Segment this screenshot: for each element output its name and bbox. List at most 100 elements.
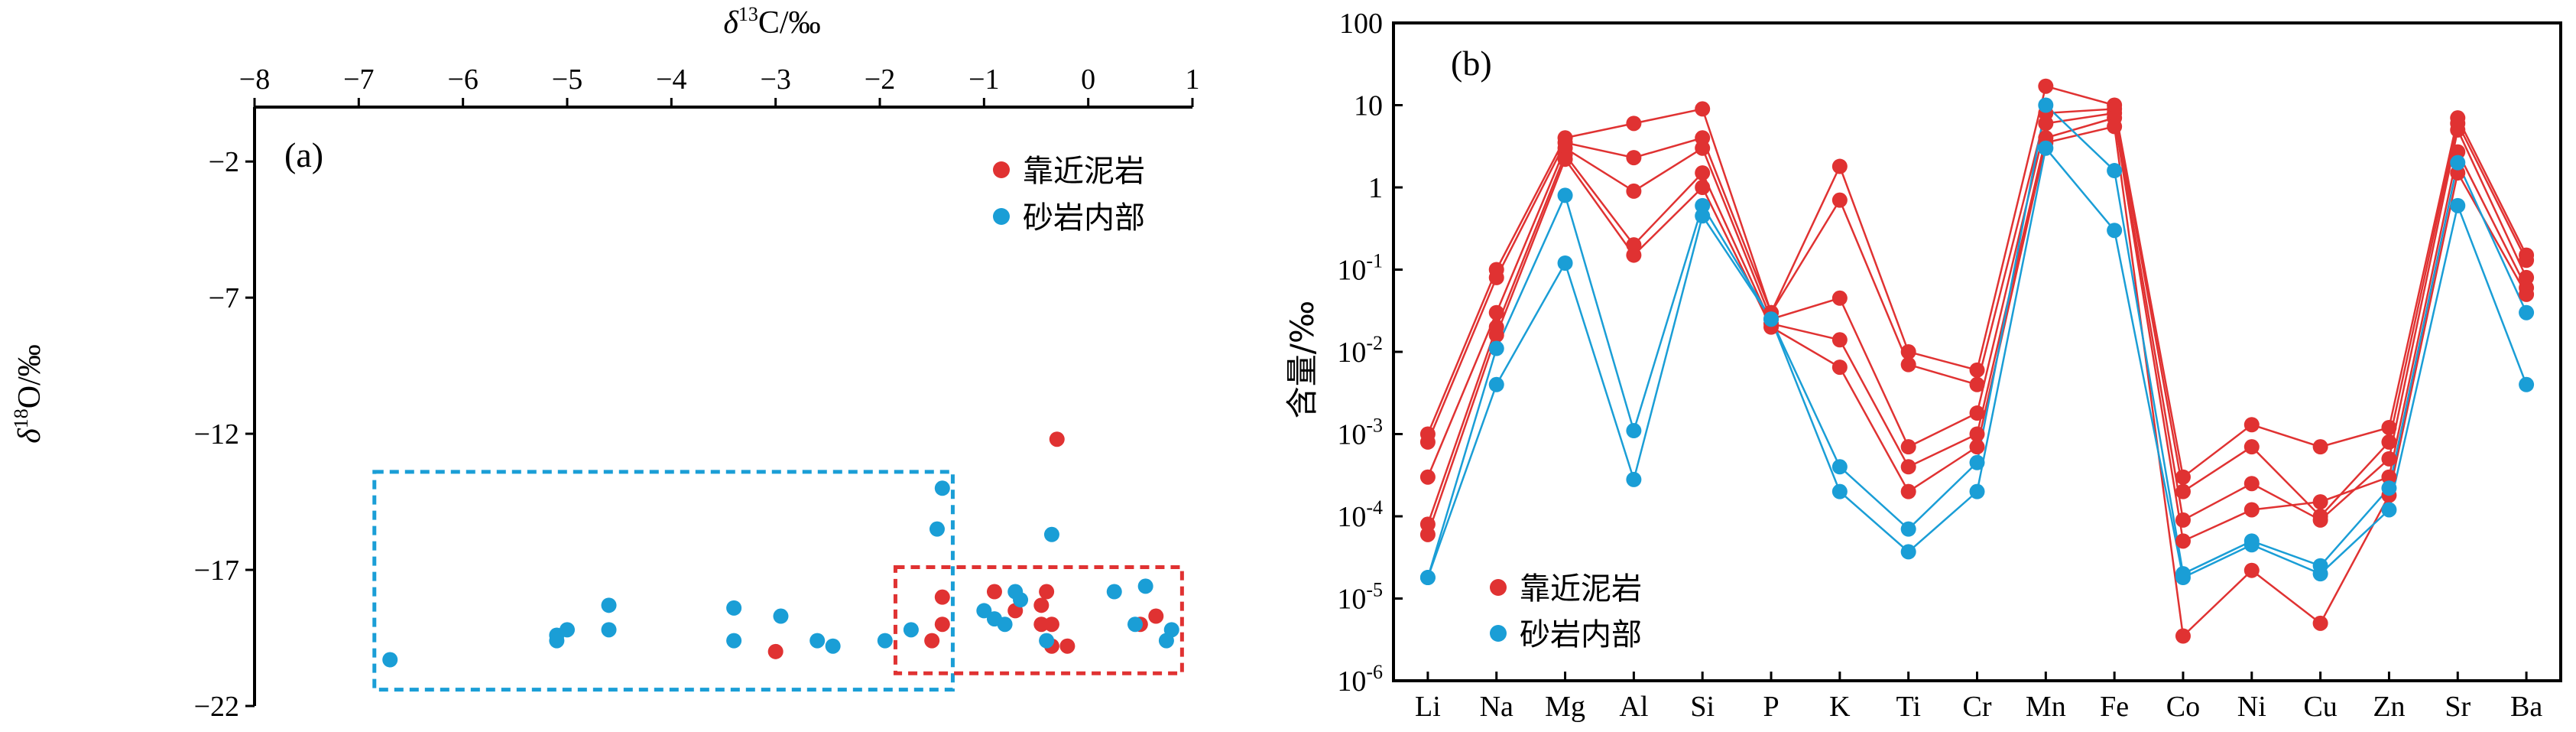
scatter-point [601,597,617,613]
scatter-point [1033,597,1050,613]
series-point [1488,340,1504,356]
x-tick-label: Ba [2510,691,2542,723]
x-tick-label: Co [2166,691,2200,723]
panel-a-label: (a) [284,135,323,174]
series-point [1419,526,1436,542]
series-point [2312,494,2328,510]
series-point [1488,269,1504,285]
x-tick-label: 1 [1186,63,1200,96]
o18-sup: 18 [10,408,32,428]
scatter-point [382,652,398,668]
series-point [1900,356,1916,373]
scatter-point [1137,578,1153,594]
series-point [1831,483,1848,499]
scatter-point [903,622,919,638]
y-tick-label: 10-1 [1337,250,1383,287]
scatter-point [986,584,1002,600]
series-point [1900,459,1916,475]
y-tick-label: −2 [209,146,239,178]
series-point [1969,426,1985,442]
series-point [2243,562,2260,578]
x-tick-label: Sr [2445,691,2471,723]
x-tick-label: −3 [760,63,790,96]
legend-near-mudstone: 靠近泥岩 [1520,571,1642,607]
x-tick-label: Li [1415,691,1441,723]
delta-symbol: δ [12,428,47,444]
scatter-point [773,608,789,624]
series-point [2450,197,2466,213]
highlight-boxes [372,470,1184,692]
x-tick-label: 0 [1081,63,1095,96]
scatter-point [1059,638,1075,654]
series-point [1831,290,1848,306]
y-tick-label: 10-2 [1337,332,1383,369]
series-point [1557,187,1573,203]
series-point [1969,483,1985,499]
series-line [1426,116,2528,543]
y-tick-label: 1 [1368,172,1383,204]
scatter-point [1043,526,1059,542]
series-point [1969,376,1985,392]
series-point [2175,512,2191,528]
panel-a: −8 −6 −5 −4 −3 −2 −1 0 1−7−2−7−12−17−22 (a) δ13C… [10,3,1200,723]
panel-a-legend: 靠近泥岩 砂岩内部 [993,154,1145,236]
series-point [1831,332,1848,348]
scatter-point [767,643,784,659]
series-point [2381,451,2397,467]
series-point [2107,119,2123,135]
scatter-point [1013,592,1029,608]
x-tick-label: Mn [2026,691,2066,723]
panel-a-points [382,431,1179,668]
o-symbol: O/‰ [12,344,47,408]
series-point [2038,78,2054,94]
series-point [2038,140,2054,156]
y-tick-label: −17 [194,555,239,587]
series-line [1426,103,2528,578]
series-point [1900,544,1916,560]
y-tick-label: 10-4 [1337,496,1383,533]
mudstone-region-box [893,564,1184,675]
series-point [2038,115,2054,132]
scatter-point [934,617,950,633]
panel-a-ylabel: δ18O/‰ [10,344,47,444]
delta-symbol: δ [723,5,739,41]
x-tick-label: Cr [1963,691,1992,723]
series-point [2381,469,2397,485]
series-point [1626,423,1642,439]
y-tick-label: −22 [194,691,239,723]
panel-b-lines [1419,78,2535,644]
y-tick-label: 10-6 [1337,661,1383,698]
scatter-point [934,589,950,605]
c-symbol: C/‰ [758,5,821,41]
x-tick-label: −5 [552,63,582,96]
scatter-point [1106,584,1122,600]
series-point [1626,247,1642,263]
series-point [2038,97,2054,113]
y-tick-label: 100 [1339,8,1383,40]
series-point [2312,439,2328,455]
x-tick-label: −6 [447,63,478,96]
series-point [2312,566,2328,582]
x-tick-label: Mg [1545,691,1585,723]
series-point [1626,150,1642,166]
series-point [2107,163,2123,179]
scatter-point [1158,633,1174,649]
x-tick-label: Si [1690,691,1715,723]
x-tick-label: Ni [2237,691,2266,723]
series-point [2450,144,2466,160]
scatter-point [825,638,841,654]
scatter-point [934,480,950,496]
scatter-point [1039,633,1055,649]
series-point [2175,469,2191,485]
scatter-point [726,600,742,616]
c13-sup: 13 [738,3,758,25]
series-point [1831,359,1848,376]
series-point [2175,533,2191,549]
panel-a-xlabel: δ13C/‰ [723,3,820,41]
series-point [2519,304,2535,320]
series-point [1831,459,1848,475]
panel-b-legend: 靠近泥岩 砂岩内部 [1490,571,1642,652]
series-point [1900,344,1916,359]
series-point [2175,483,2191,499]
panel-b-ylabel: 含量/‰ [1283,301,1321,419]
